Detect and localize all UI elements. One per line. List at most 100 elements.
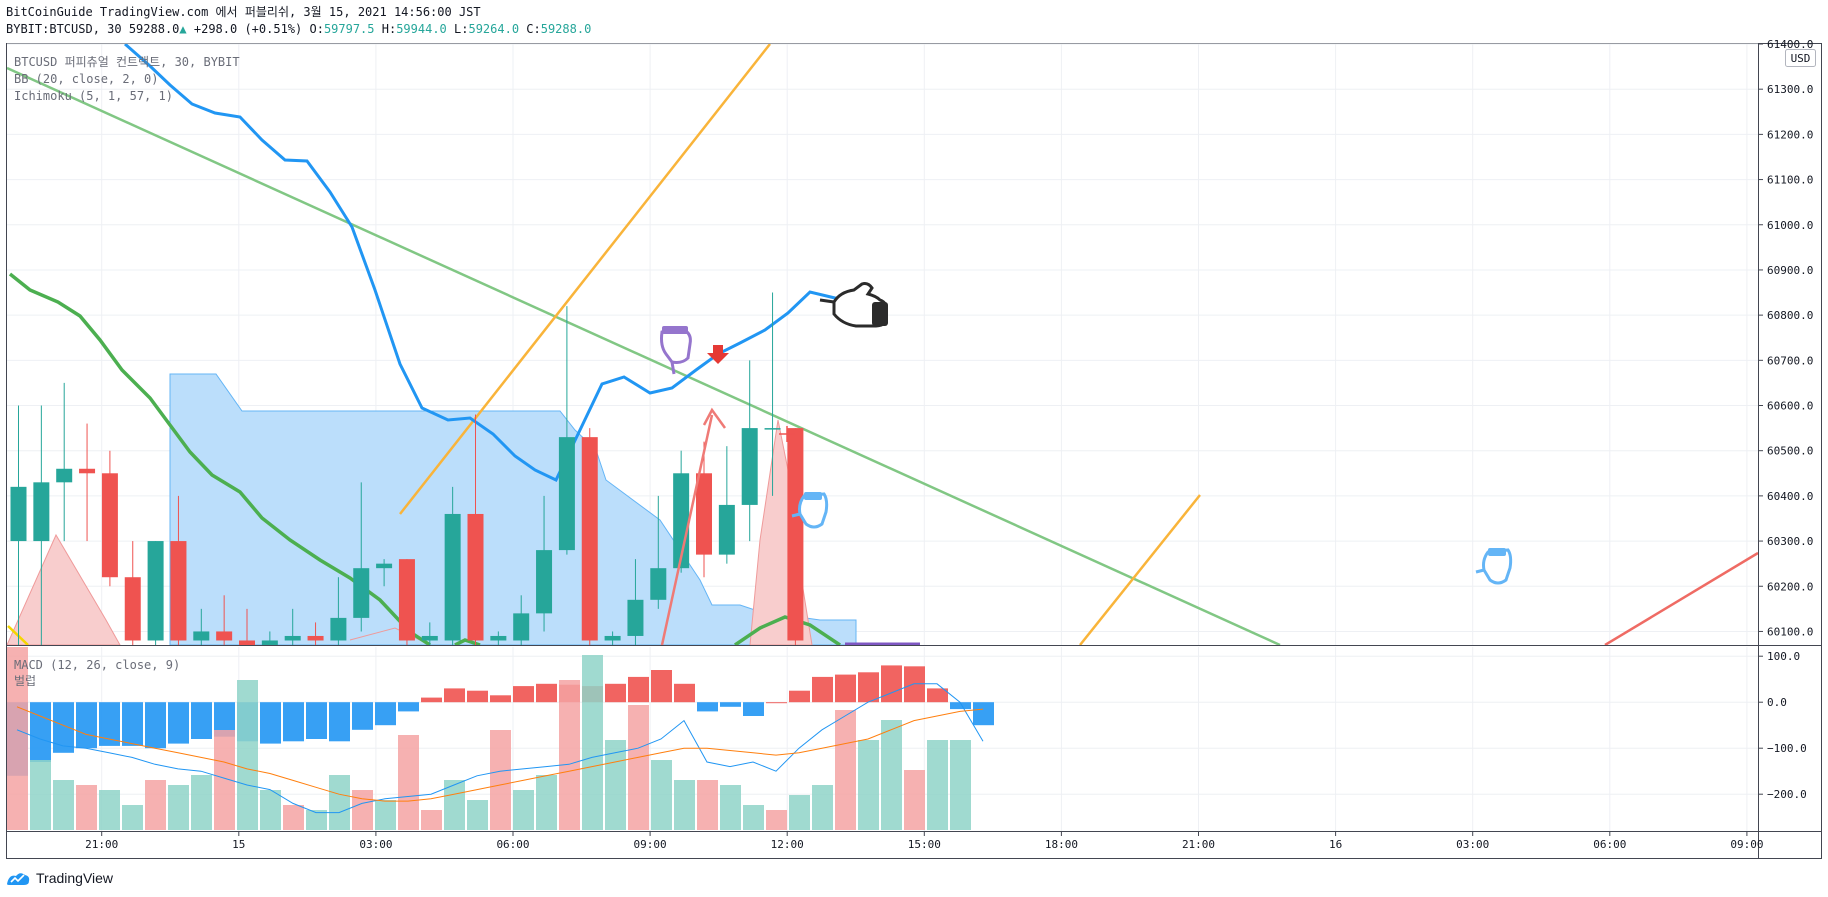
volume-bar <box>99 790 120 830</box>
price-tick-label: 61200.0 <box>1767 128 1813 141</box>
candle-body <box>536 550 553 614</box>
low-label: L: <box>454 22 469 36</box>
candle <box>10 405 27 645</box>
macd-tick-label: −200.0 <box>1767 788 1807 801</box>
candle <box>787 428 804 645</box>
last-price: 59288.0 <box>128 22 180 36</box>
cross-marker <box>779 426 795 442</box>
candle <box>696 441 712 578</box>
volume-bar <box>260 790 281 830</box>
price-tick-label: 60400.0 <box>1767 490 1813 503</box>
candle-body <box>376 563 393 569</box>
macd-histogram-bar <box>490 695 511 703</box>
chart-header: BitCoinGuide TradingView.com 에서 퍼블리쉬, 3월… <box>6 4 591 38</box>
tradingview-footer[interactable]: TradingView <box>6 868 113 888</box>
candle-body <box>330 617 347 641</box>
ichimoku-lagging-line-2 <box>734 615 841 645</box>
macd-histogram-bar <box>329 702 350 742</box>
volume-bar <box>789 795 810 830</box>
time-tick-label: 21:00 <box>85 838 118 851</box>
volume-bar <box>375 800 396 830</box>
price-tick-label: 61300.0 <box>1767 83 1813 96</box>
currency-badge[interactable]: USD <box>1785 49 1816 67</box>
volume-bar <box>352 790 373 830</box>
candle-body <box>467 513 484 641</box>
price-tick-label: 60200.0 <box>1767 580 1813 593</box>
time-tick-label: 16 <box>1329 838 1342 851</box>
macd-histogram-bar <box>53 702 74 753</box>
candle-body <box>261 640 278 645</box>
macd-histogram-bar <box>122 702 143 746</box>
candle <box>467 414 484 645</box>
volume-bar <box>191 775 212 830</box>
volume-bar <box>444 780 465 830</box>
macd-histogram-bar <box>950 702 971 710</box>
macd-histogram-bar <box>835 674 856 703</box>
candle-body <box>284 635 301 641</box>
candle-body <box>307 635 324 641</box>
volume-bar <box>605 740 626 830</box>
macd-axis[interactable]: 100.0 0.0 −100.0 −200.0 <box>1758 650 1807 801</box>
volume-bar <box>743 805 764 830</box>
macd-histogram-bar <box>927 688 948 703</box>
currency-label: USD <box>1791 52 1811 65</box>
hand-pointer-icon-blue-2 <box>1475 548 1513 585</box>
candle-body <box>33 482 50 542</box>
price-axis[interactable]: 60100.0 60200.0 60300.0 60400.0 60500.0 60600… <box>1758 38 1813 638</box>
macd-pane[interactable] <box>7 210 994 831</box>
red-arrow-line <box>660 414 714 645</box>
candle-body <box>216 631 233 641</box>
volume-bar <box>53 780 74 830</box>
volume-bar <box>122 805 143 830</box>
volume-bar <box>904 770 925 830</box>
candle <box>764 292 781 496</box>
candle-body <box>718 504 735 555</box>
volume-bar <box>651 760 672 830</box>
price-pane[interactable] <box>7 44 1758 654</box>
candle-body <box>764 428 781 430</box>
time-axis[interactable]: 21:00 15 03:00 06:00 09:00 12:00 15:00 18:00 21:… <box>85 831 1763 851</box>
macd-histogram-bar <box>674 683 695 703</box>
hand-pointer-icon-blue-1 <box>791 492 829 529</box>
candle <box>353 482 370 632</box>
legend-macd: MACD (12, 26, close, 9) <box>14 658 180 672</box>
candle-body <box>193 631 210 641</box>
candle <box>604 631 621 645</box>
signal-line <box>16 706 984 802</box>
price-tick-label: 60300.0 <box>1767 535 1813 548</box>
candle <box>33 405 50 645</box>
macd-histogram-bar <box>145 702 166 749</box>
macd-histogram-bar <box>467 690 488 703</box>
macd-histogram-bar <box>168 702 189 744</box>
time-tick-label: 15 <box>232 838 245 851</box>
macd-tick-label: −100.0 <box>1767 742 1807 755</box>
volume-bar <box>559 680 580 830</box>
macd-histogram-bar <box>605 683 626 703</box>
volume-bar <box>7 647 28 830</box>
macd-histogram-bar <box>766 702 787 704</box>
trend-line-red <box>1604 551 1758 645</box>
candle-body <box>581 437 598 641</box>
volume-bar <box>467 800 488 830</box>
candle <box>261 631 278 645</box>
legend-main: BTCUSD 퍼피츄얼 컨트랙트, 30, BYBIT <box>14 55 240 69</box>
candle <box>239 608 255 645</box>
volume-bar <box>628 705 649 830</box>
volume-bar <box>927 740 948 830</box>
macd-histogram-bar <box>306 702 327 739</box>
candle <box>650 495 667 609</box>
volume-bar <box>513 790 534 830</box>
volume-bar <box>881 720 902 830</box>
candle <box>513 595 530 645</box>
candle-body <box>650 568 667 600</box>
candle-body <box>79 468 96 474</box>
candle-body <box>421 635 438 641</box>
price-tick-label: 60500.0 <box>1767 445 1813 458</box>
time-tick-label: 06:00 <box>1593 838 1626 851</box>
candle <box>558 306 575 555</box>
volume-bar <box>858 740 879 830</box>
legend-macd-sub: 벌럽 <box>14 674 36 688</box>
volume-bar <box>582 655 603 830</box>
volume-bar <box>398 735 419 830</box>
